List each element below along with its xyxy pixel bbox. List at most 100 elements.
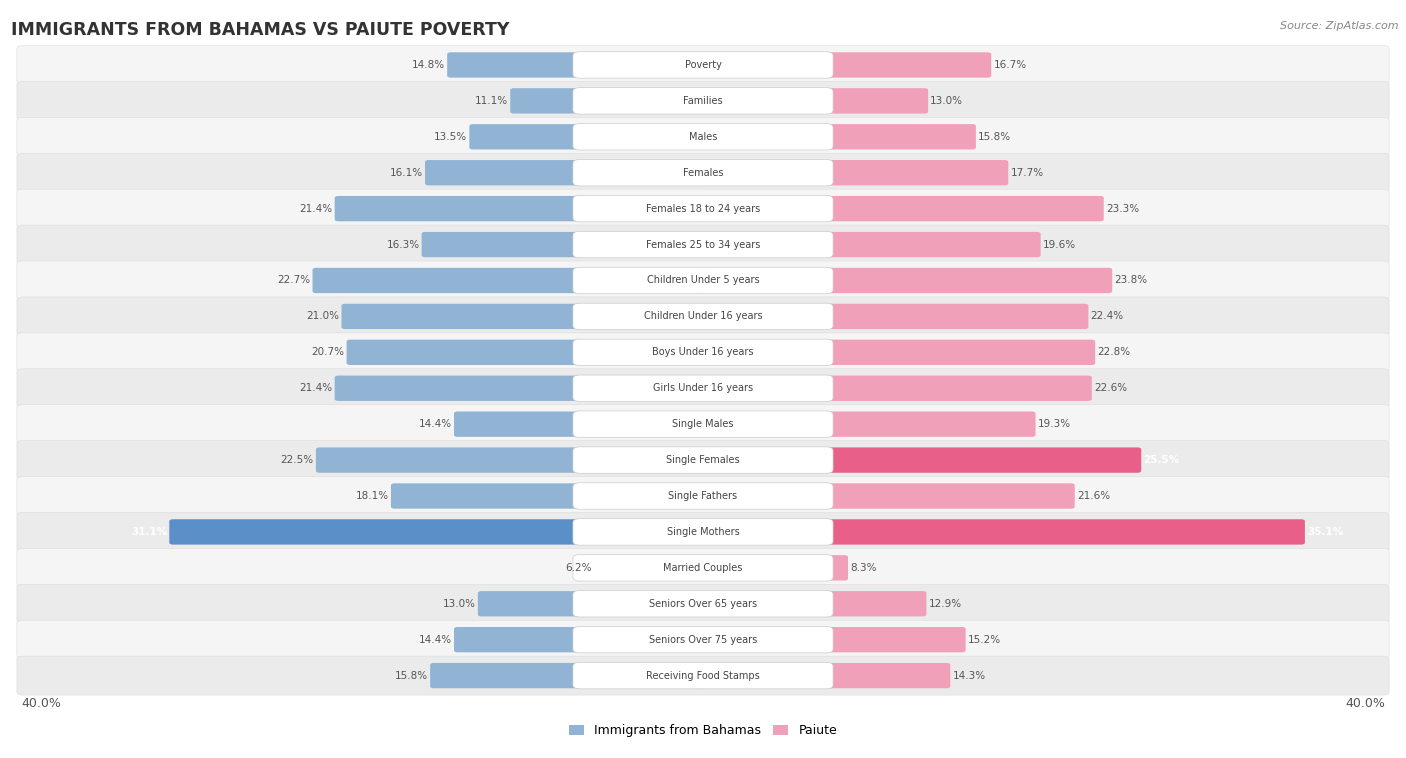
FancyBboxPatch shape — [574, 626, 832, 653]
FancyBboxPatch shape — [700, 591, 927, 616]
Text: 18.1%: 18.1% — [356, 491, 389, 501]
Text: 22.4%: 22.4% — [1091, 312, 1123, 321]
Text: Seniors Over 65 years: Seniors Over 65 years — [650, 599, 756, 609]
Text: 15.8%: 15.8% — [395, 671, 427, 681]
FancyBboxPatch shape — [700, 88, 928, 114]
FancyBboxPatch shape — [593, 555, 706, 581]
Text: Married Couples: Married Couples — [664, 563, 742, 573]
FancyBboxPatch shape — [17, 548, 1389, 587]
Text: 22.7%: 22.7% — [277, 275, 311, 286]
FancyBboxPatch shape — [700, 555, 848, 581]
FancyBboxPatch shape — [574, 268, 832, 293]
FancyBboxPatch shape — [574, 411, 832, 437]
FancyBboxPatch shape — [17, 477, 1389, 515]
FancyBboxPatch shape — [17, 333, 1389, 372]
FancyBboxPatch shape — [17, 440, 1389, 480]
FancyBboxPatch shape — [430, 663, 706, 688]
FancyBboxPatch shape — [700, 124, 976, 149]
FancyBboxPatch shape — [574, 483, 832, 509]
Text: 19.3%: 19.3% — [1038, 419, 1071, 429]
Legend: Immigrants from Bahamas, Paiute: Immigrants from Bahamas, Paiute — [564, 719, 842, 742]
Text: 22.8%: 22.8% — [1097, 347, 1130, 357]
FancyBboxPatch shape — [574, 159, 832, 186]
Text: 15.8%: 15.8% — [979, 132, 1011, 142]
Text: 16.7%: 16.7% — [993, 60, 1026, 70]
FancyBboxPatch shape — [700, 232, 1040, 257]
Text: Source: ZipAtlas.com: Source: ZipAtlas.com — [1281, 21, 1399, 31]
Text: 15.2%: 15.2% — [967, 634, 1001, 645]
Text: 16.1%: 16.1% — [389, 168, 423, 177]
FancyBboxPatch shape — [574, 52, 832, 78]
FancyBboxPatch shape — [422, 232, 706, 257]
Text: 31.1%: 31.1% — [131, 527, 167, 537]
FancyBboxPatch shape — [17, 656, 1389, 695]
FancyBboxPatch shape — [342, 304, 706, 329]
FancyBboxPatch shape — [169, 519, 706, 544]
FancyBboxPatch shape — [574, 339, 832, 365]
Text: 25.5%: 25.5% — [1143, 455, 1180, 465]
Text: Seniors Over 75 years: Seniors Over 75 years — [650, 634, 756, 645]
Text: Females 18 to 24 years: Females 18 to 24 years — [645, 204, 761, 214]
FancyBboxPatch shape — [17, 190, 1389, 228]
FancyBboxPatch shape — [454, 412, 706, 437]
Text: 11.1%: 11.1% — [475, 96, 508, 106]
FancyBboxPatch shape — [447, 52, 706, 77]
Text: 21.0%: 21.0% — [307, 312, 339, 321]
FancyBboxPatch shape — [700, 52, 991, 77]
FancyBboxPatch shape — [700, 484, 1074, 509]
FancyBboxPatch shape — [574, 447, 832, 473]
FancyBboxPatch shape — [335, 196, 706, 221]
Text: 22.5%: 22.5% — [281, 455, 314, 465]
Text: 20.7%: 20.7% — [312, 347, 344, 357]
FancyBboxPatch shape — [574, 88, 832, 114]
FancyBboxPatch shape — [17, 45, 1389, 84]
Text: Females 25 to 34 years: Females 25 to 34 years — [645, 240, 761, 249]
Text: 14.4%: 14.4% — [419, 634, 451, 645]
FancyBboxPatch shape — [700, 375, 1092, 401]
FancyBboxPatch shape — [574, 518, 832, 545]
FancyBboxPatch shape — [700, 447, 1142, 473]
FancyBboxPatch shape — [17, 620, 1389, 659]
FancyBboxPatch shape — [470, 124, 706, 149]
FancyBboxPatch shape — [17, 405, 1389, 443]
Text: IMMIGRANTS FROM BAHAMAS VS PAIUTE POVERTY: IMMIGRANTS FROM BAHAMAS VS PAIUTE POVERT… — [11, 21, 509, 39]
Text: Receiving Food Stamps: Receiving Food Stamps — [647, 671, 759, 681]
FancyBboxPatch shape — [700, 340, 1095, 365]
Text: 35.1%: 35.1% — [1308, 527, 1343, 537]
FancyBboxPatch shape — [17, 369, 1389, 408]
FancyBboxPatch shape — [17, 81, 1389, 121]
Text: 22.6%: 22.6% — [1094, 384, 1128, 393]
FancyBboxPatch shape — [700, 196, 1104, 221]
Text: 23.8%: 23.8% — [1115, 275, 1147, 286]
Text: Single Males: Single Males — [672, 419, 734, 429]
Text: Single Fathers: Single Fathers — [668, 491, 738, 501]
Text: 40.0%: 40.0% — [1346, 697, 1385, 710]
FancyBboxPatch shape — [700, 268, 1112, 293]
Text: 40.0%: 40.0% — [21, 697, 60, 710]
Text: 14.8%: 14.8% — [412, 60, 446, 70]
FancyBboxPatch shape — [391, 484, 706, 509]
FancyBboxPatch shape — [574, 590, 832, 617]
FancyBboxPatch shape — [17, 584, 1389, 623]
Text: 21.4%: 21.4% — [299, 204, 333, 214]
Text: Children Under 16 years: Children Under 16 years — [644, 312, 762, 321]
Text: Single Females: Single Females — [666, 455, 740, 465]
FancyBboxPatch shape — [17, 261, 1389, 300]
FancyBboxPatch shape — [454, 627, 706, 653]
Text: 8.3%: 8.3% — [851, 563, 876, 573]
Text: 13.0%: 13.0% — [931, 96, 963, 106]
Text: 21.6%: 21.6% — [1077, 491, 1109, 501]
Text: Males: Males — [689, 132, 717, 142]
FancyBboxPatch shape — [17, 225, 1389, 264]
Text: 6.2%: 6.2% — [565, 563, 592, 573]
FancyBboxPatch shape — [574, 124, 832, 150]
Text: 17.7%: 17.7% — [1011, 168, 1043, 177]
FancyBboxPatch shape — [574, 231, 832, 258]
FancyBboxPatch shape — [574, 303, 832, 330]
FancyBboxPatch shape — [700, 160, 1008, 186]
FancyBboxPatch shape — [574, 196, 832, 222]
FancyBboxPatch shape — [510, 88, 706, 114]
FancyBboxPatch shape — [700, 519, 1305, 544]
FancyBboxPatch shape — [700, 304, 1088, 329]
FancyBboxPatch shape — [700, 663, 950, 688]
